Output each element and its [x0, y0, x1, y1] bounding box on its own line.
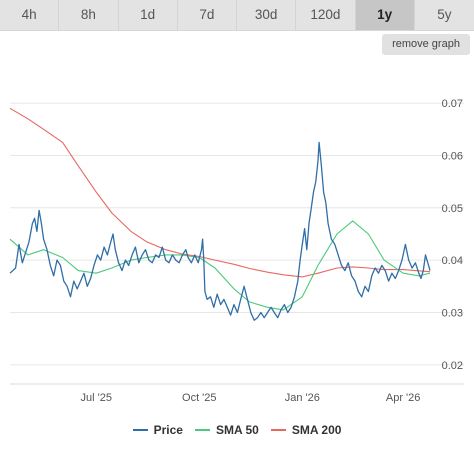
tab-1d[interactable]: 1d: [119, 0, 178, 30]
legend-swatch-sma50: [194, 429, 210, 431]
tab-7d[interactable]: 7d: [178, 0, 237, 30]
legend-label-price: Price: [153, 423, 183, 437]
x-tick-label-1: Oct '25: [182, 392, 217, 404]
y-tick-label-5: 0.07: [442, 98, 463, 110]
x-tick-label-3: Apr '26: [386, 392, 421, 404]
tab-8h[interactable]: 8h: [59, 0, 119, 30]
legend-item-sma50[interactable]: SMA 50: [194, 423, 259, 437]
tab-5y[interactable]: 5y: [437, 7, 452, 22]
y-axis-ticks: 0.02 0.03 0.04 0.05 0.06 0.07: [442, 98, 463, 372]
x-tick-label-2: Jan '26: [285, 392, 320, 404]
price-chart: 0.020.030.040.050.060.07 Jul '25 Oct '25 J…: [9, 98, 464, 404]
x-tick-label-0: Jul '25: [81, 392, 112, 404]
tab-120d[interactable]: 120d: [296, 0, 356, 30]
x-axis-ticks: Jul '25 Oct '25 Jan '26 Apr '26: [81, 392, 421, 404]
y-tick-label-0: 0.02: [442, 360, 463, 372]
legend-label-sma50: SMA 50: [215, 423, 259, 437]
series-line-price: [9, 141, 431, 321]
remove-graph-button[interactable]: remove graph: [382, 34, 470, 55]
legend-item-sma200[interactable]: SMA 200: [270, 423, 342, 437]
tab-1y[interactable]: 1y: [355, 0, 415, 30]
chart-legend: Price SMA 50 SMA 200: [0, 418, 474, 442]
tab-30d[interactable]: 30d: [237, 0, 297, 30]
y-tick-label-1: 0.03: [442, 307, 463, 319]
series-line-sma-50: [9, 220, 431, 311]
grid: [10, 102, 464, 385]
y-tick-label-2: 0.04: [442, 255, 463, 267]
series-line-sma-200: [9, 107, 431, 278]
legend-swatch-price: [132, 429, 148, 431]
series-lines: [9, 107, 431, 321]
timeframe-tabs: 4h 8h 1d 7d 30d 120d 1y 5y: [0, 0, 474, 31]
legend-item-price[interactable]: Price: [132, 423, 183, 437]
y-tick-label-4: 0.06: [442, 150, 463, 162]
legend-label-sma200: SMA 200: [291, 423, 342, 437]
tab-4h[interactable]: 4h: [0, 0, 60, 30]
legend-swatch-sma200: [270, 429, 286, 431]
y-tick-label-3: 0.05: [442, 203, 463, 215]
